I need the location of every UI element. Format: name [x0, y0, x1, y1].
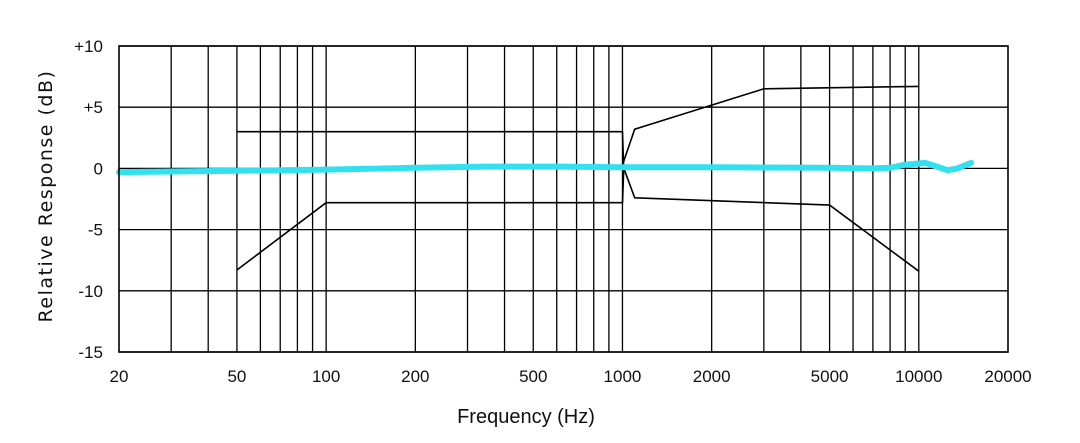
y-tick-labels: +10 +5 0 -5 -10 -15	[74, 37, 103, 362]
x-tick-label: 20000	[984, 367, 1031, 386]
tolerance-line	[621, 164, 920, 272]
y-tick-label: -15	[78, 343, 103, 362]
y-tick-label: +5	[84, 98, 103, 117]
x-tick-label: 200	[401, 367, 429, 386]
x-tick-labels: 20 50 100 200 500 1000 2000 5000 10000 20000	[110, 367, 1032, 386]
plot-frame	[118, 45, 1009, 353]
x-tick-label: 5000	[811, 367, 849, 386]
y-tick-label: -5	[88, 221, 103, 240]
x-tick-label: 1000	[604, 367, 642, 386]
y-tick-label: 0	[94, 159, 103, 178]
x-tick-label: 2000	[693, 367, 731, 386]
y-axis-title: Relative Response (dB)	[35, 70, 57, 323]
response-series	[116, 159, 974, 176]
y-tick-label: -10	[78, 282, 103, 301]
tolerance-line	[621, 85, 919, 165]
response-line	[116, 159, 974, 176]
x-tick-label: 10000	[895, 367, 942, 386]
y-tick-label: +10	[74, 37, 103, 56]
tolerance-line	[236, 130, 625, 170]
grid	[119, 45, 1008, 353]
x-axis-title: Frequency (Hz)	[457, 406, 595, 428]
x-tick-label: 20	[110, 367, 129, 386]
x-tick-label: 500	[519, 367, 547, 386]
tolerance-line	[236, 169, 625, 271]
x-tick-label: 100	[312, 367, 340, 386]
x-tick-label: 50	[227, 367, 246, 386]
tolerance-lines	[236, 85, 920, 272]
